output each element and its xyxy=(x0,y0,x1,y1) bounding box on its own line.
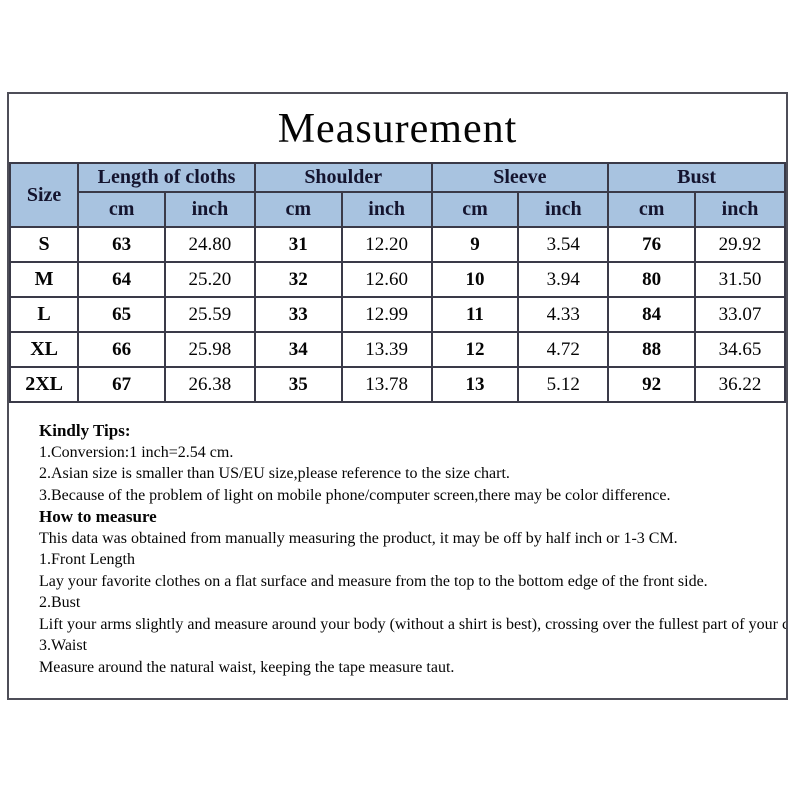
value-cell: 25.59 xyxy=(163,296,256,333)
value-cell: 31 xyxy=(253,226,343,263)
value-cell: 67 xyxy=(77,366,166,403)
value-cell: 12.60 xyxy=(340,261,433,298)
value-cell: 63 xyxy=(77,226,166,263)
size-label: S xyxy=(9,226,80,263)
tip-line-1: 1.Conversion:1 inch=2.54 cm. xyxy=(39,443,234,461)
unit-header-bust-cm: cm xyxy=(607,191,697,228)
value-cell: 34.65 xyxy=(694,331,786,368)
unit-header-shoulder-inch: inch xyxy=(340,191,433,228)
value-cell: 4.33 xyxy=(517,296,610,333)
value-cell: 66 xyxy=(77,331,166,368)
value-cell: 35 xyxy=(253,366,343,403)
table-header-unit-row: cm inch cm inch cm inch cm inch xyxy=(10,191,786,228)
measure-bust-label: 2.Bust xyxy=(39,594,81,611)
value-cell: 4.72 xyxy=(517,331,610,368)
measure-front-length-line: Lay your favorite clothes on a flat surf… xyxy=(39,572,708,590)
tips-section: Kindly Tips: 1.Conversion:1 inch=2.54 cm… xyxy=(39,420,786,678)
chart-frame: Measurement Size Length of cloths Should… xyxy=(7,92,788,700)
table-row-l: L 65 25.59 33 12.99 11 4.33 84 33.07 xyxy=(9,296,786,333)
value-cell: 9 xyxy=(430,226,520,263)
value-cell: 80 xyxy=(607,261,697,298)
unit-header-sleeve-inch: inch xyxy=(517,191,610,228)
table-row-m: M 64 25.20 32 12.60 10 3.94 80 31.50 xyxy=(9,261,786,298)
value-cell: 36.22 xyxy=(694,366,786,403)
value-cell: 25.20 xyxy=(163,261,256,298)
unit-header-shoulder-cm: cm xyxy=(253,191,343,228)
value-cell: 31.50 xyxy=(694,261,786,298)
value-cell: 3.94 xyxy=(517,261,610,298)
table-row-2xl: 2XL 67 26.38 35 13.78 13 5.12 92 36.22 xyxy=(9,366,786,403)
col-group-shoulder: Shoulder xyxy=(253,162,433,193)
measure-bust-line: Lift your arms slightly and measure arou… xyxy=(39,615,788,633)
value-cell: 92 xyxy=(607,366,697,403)
size-label: XL xyxy=(9,331,80,368)
value-cell: 10 xyxy=(430,261,520,298)
value-cell: 29.92 xyxy=(694,226,786,263)
tip-line-2: 2.Asian size is smaller than US/EU size,… xyxy=(39,465,510,482)
size-label: M xyxy=(9,261,80,298)
value-cell: 5.12 xyxy=(517,366,610,403)
col-group-sleeve: Sleeve xyxy=(430,162,610,193)
value-cell: 12.99 xyxy=(340,296,433,333)
value-cell: 64 xyxy=(77,261,166,298)
unit-header-length-inch: inch xyxy=(163,191,256,228)
value-cell: 33 xyxy=(253,296,343,333)
unit-header-length-cm: cm xyxy=(77,191,166,228)
size-label: L xyxy=(9,296,80,333)
value-cell: 25.98 xyxy=(163,331,256,368)
measure-waist-line: Measure around the natural waist, keepin… xyxy=(39,658,455,676)
col-group-length-of-cloths: Length of cloths xyxy=(77,162,256,193)
table-row-s: S 63 24.80 31 12.20 9 3.54 76 29.92 xyxy=(9,226,786,263)
value-cell: 26.38 xyxy=(163,366,256,403)
value-cell: 3.54 xyxy=(517,226,610,263)
value-cell: 11 xyxy=(430,296,520,333)
value-cell: 13.39 xyxy=(340,331,433,368)
measure-front-length-label: 1.Front Length xyxy=(39,551,135,568)
table-header-group-row: Size Length of cloths Shoulder Sleeve Bu… xyxy=(9,162,786,228)
value-cell: 76 xyxy=(607,226,697,263)
page-title: Measurement xyxy=(277,106,518,152)
table-row-xl: XL 66 25.98 34 13.39 12 4.72 88 34.65 xyxy=(9,331,786,368)
value-cell: 24.80 xyxy=(163,226,256,263)
value-cell: 33.07 xyxy=(694,296,786,333)
tip-line-3: 3.Because of the problem of light on mob… xyxy=(39,486,671,504)
value-cell: 88 xyxy=(607,331,697,368)
value-cell: 13 xyxy=(430,366,520,403)
how-to-measure-heading: How to measure xyxy=(39,507,157,526)
value-cell: 84 xyxy=(607,296,697,333)
measure-intro-line: This data was obtained from manually mea… xyxy=(39,529,678,547)
kindly-tips-heading: Kindly Tips: xyxy=(39,421,131,440)
value-cell: 12.20 xyxy=(340,226,433,263)
measure-waist-label: 3.Waist xyxy=(39,637,88,654)
value-cell: 13.78 xyxy=(340,366,433,403)
col-header-size: Size xyxy=(9,162,80,228)
size-label: 2XL xyxy=(9,366,80,403)
col-group-bust: Bust xyxy=(607,162,786,193)
value-cell: 32 xyxy=(253,261,343,298)
value-cell: 34 xyxy=(253,331,343,368)
value-cell: 65 xyxy=(77,296,166,333)
unit-header-sleeve-cm: cm xyxy=(430,191,520,228)
value-cell: 12 xyxy=(430,331,520,368)
unit-header-bust-inch: inch xyxy=(694,191,786,228)
measurement-table: Size Length of cloths Shoulder Sleeve Bu… xyxy=(9,162,786,403)
